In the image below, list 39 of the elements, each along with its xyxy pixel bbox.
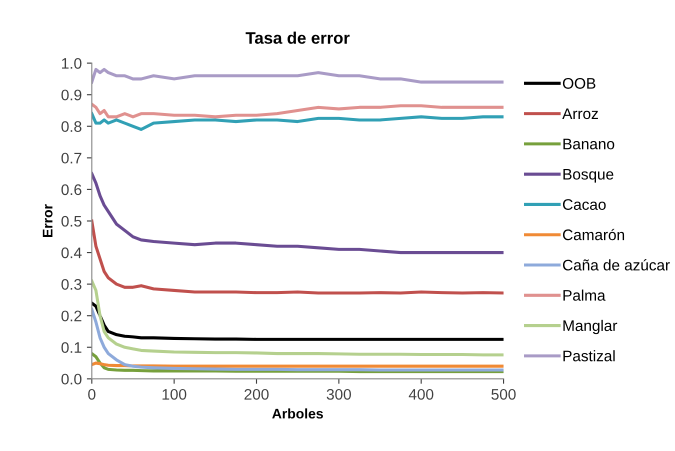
y-tick-label: 0.4 — [61, 247, 82, 258]
y-tick-label: 0.3 — [61, 279, 82, 290]
line-series — [92, 112, 504, 131]
line-series — [92, 302, 504, 341]
legend-label: Pastizal — [563, 350, 615, 362]
legend-label: Camarón — [562, 228, 624, 240]
x-axis-title: Arboles — [272, 408, 323, 419]
legend-label: Caña de azúcar — [562, 259, 670, 271]
y-tick-label: 0.7 — [61, 152, 82, 164]
line-series — [92, 172, 504, 254]
line-series — [92, 308, 504, 372]
legend-label: Manglar — [563, 320, 618, 334]
legend-label: Cacao — [562, 199, 606, 210]
y-tick-label: 1.0 — [62, 58, 82, 69]
y-tick-label: 0.0 — [61, 374, 82, 385]
legend-label: Palma — [563, 290, 606, 301]
legend-label: Arroz — [562, 108, 598, 120]
x-tick-label: 200 — [244, 388, 269, 400]
x-tick-label: 500 — [491, 388, 516, 400]
y-tick-label: 0.6 — [61, 184, 82, 196]
legend-label: OOB — [562, 78, 596, 89]
x-tick-label: 300 — [326, 388, 351, 400]
y-tick-label: 0.5 — [61, 216, 82, 227]
line-series — [92, 68, 504, 84]
chart-title: Tasa de error — [246, 32, 350, 44]
legend-label: Banano — [563, 138, 614, 150]
legend-label: Bosque — [563, 169, 614, 183]
line-series — [92, 352, 504, 374]
x-tick-label: 0 — [88, 388, 96, 400]
line-series — [92, 219, 504, 294]
y-axis-title: Error — [42, 204, 53, 238]
x-tick-label: 400 — [408, 388, 434, 400]
y-tick-label: 0.9 — [61, 90, 82, 100]
line-series — [92, 279, 504, 356]
y-tick-label: 0.8 — [61, 121, 82, 132]
x-tick-label: 100 — [162, 388, 186, 400]
line-series — [92, 102, 504, 118]
y-tick-label: 0.1 — [61, 342, 82, 353]
y-tick-label: 0.2 — [61, 310, 82, 322]
